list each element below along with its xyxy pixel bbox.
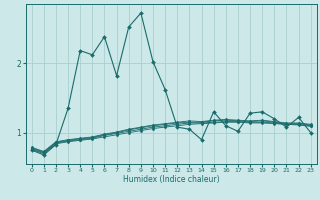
X-axis label: Humidex (Indice chaleur): Humidex (Indice chaleur) [123,175,220,184]
